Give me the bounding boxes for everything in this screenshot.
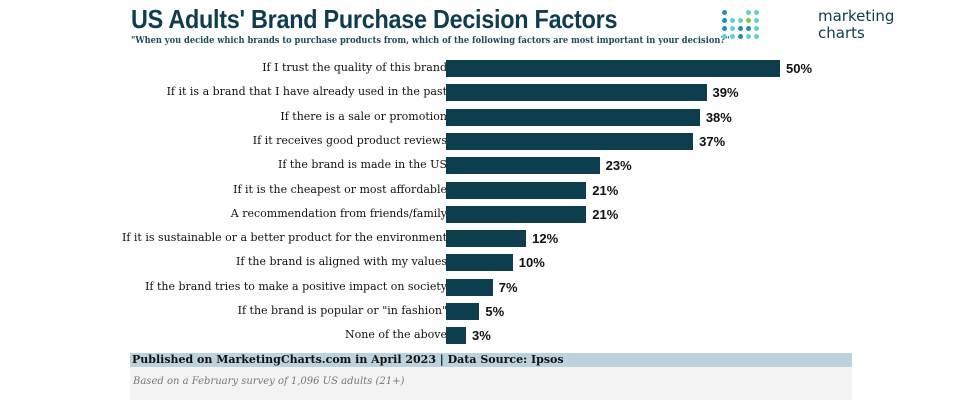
category-label: If it is the cheapest or most affordable <box>233 182 447 196</box>
logo-dot <box>738 26 743 31</box>
bar <box>446 132 694 150</box>
value-label: 5% <box>485 304 505 319</box>
marketingcharts-logo: marketing charts <box>720 8 894 48</box>
value-label: 23% <box>605 158 632 174</box>
logo-dot <box>746 18 751 23</box>
bar <box>446 157 600 175</box>
logo-dot <box>746 10 751 15</box>
bar <box>446 327 467 345</box>
category-label: If it receives good product reviews <box>252 133 447 147</box>
category-label: If the brand tries to make a positive im… <box>145 279 447 293</box>
logo-dot <box>722 26 727 31</box>
logo-dot <box>730 18 735 23</box>
logo-dot <box>754 18 759 23</box>
logo-dot <box>754 10 759 15</box>
value-label: 10% <box>518 255 545 271</box>
category-label: If it is a brand that I have already use… <box>166 85 447 99</box>
logo-text-line2: charts <box>818 24 865 42</box>
logo-dot <box>746 26 751 31</box>
value-label: 21% <box>592 182 619 198</box>
bar <box>446 254 513 272</box>
category-label: A recommendation from friends/family <box>230 206 447 220</box>
logo-dot <box>722 18 727 23</box>
value-label: 3% <box>472 328 491 344</box>
logo-dot <box>746 34 751 39</box>
bar <box>446 205 587 223</box>
value-label: 38% <box>705 109 732 125</box>
value-label: 21% <box>592 206 619 222</box>
value-label: 12% <box>532 231 559 247</box>
category-label: If the brand is aligned with my values <box>236 255 447 269</box>
category-label: If the brand is popular or "in fashion" <box>237 304 447 317</box>
logo-dot <box>730 34 735 39</box>
logo-text: marketing charts <box>818 8 894 42</box>
value-label: 39% <box>712 85 739 101</box>
chart-subtitle: "When you decide which brands to purchas… <box>131 36 730 46</box>
bar <box>446 181 587 199</box>
bar <box>446 60 780 77</box>
value-label: 37% <box>699 133 726 149</box>
value-label: 50% <box>786 61 813 76</box>
bar <box>446 230 527 248</box>
category-label: If I trust the quality of this brand <box>262 61 447 74</box>
bar <box>446 278 493 296</box>
logo-dot <box>722 34 727 39</box>
bar <box>446 303 480 320</box>
logo-dot <box>754 26 759 31</box>
bar <box>446 84 707 102</box>
category-label: If it is sustainable or a better product… <box>122 231 447 245</box>
logo-text-line1: marketing <box>818 7 895 25</box>
logo-dot <box>738 34 743 39</box>
logo-dot <box>738 18 743 23</box>
published-source-bar: Published on MarketingCharts.com in Apri… <box>130 353 852 367</box>
logo-dot <box>754 34 759 39</box>
category-label: If there is a sale or promotion <box>280 109 447 123</box>
value-label: 7% <box>498 279 518 295</box>
logo-dot <box>730 26 735 31</box>
category-label: If the brand is made in the US <box>277 158 447 172</box>
bar <box>446 108 700 126</box>
chart-title: US Adults' Brand Purchase Decision Facto… <box>131 4 618 34</box>
category-label: None of the above <box>345 328 447 342</box>
bar-chart: If I trust the quality of this brand 50% I… <box>122 60 813 345</box>
logo-dot <box>722 10 727 15</box>
survey-note: Based on a February survey of 1,096 US a… <box>130 367 852 400</box>
